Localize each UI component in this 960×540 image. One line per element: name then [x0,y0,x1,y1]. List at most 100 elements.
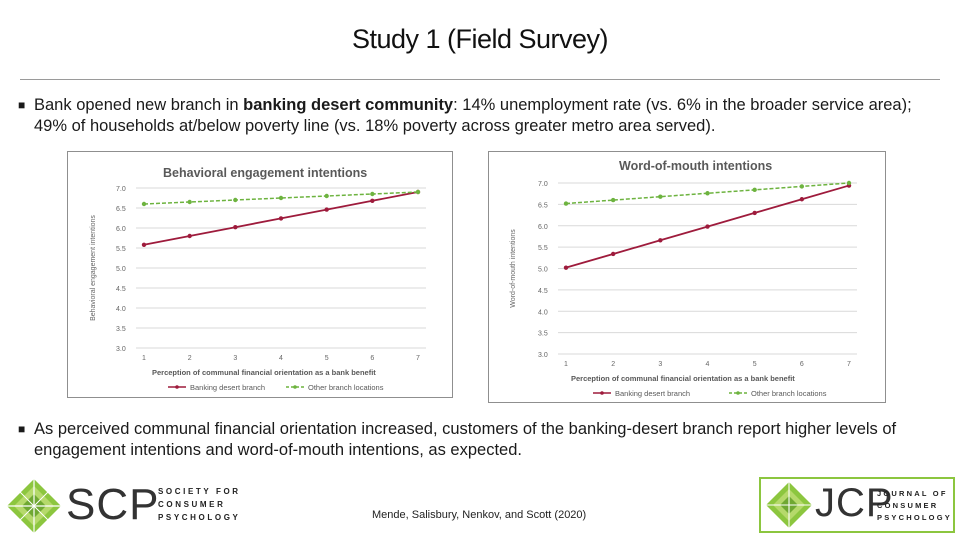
data-point-banking-desert [187,233,192,239]
data-point-banking-desert [752,210,757,216]
data-point-other-branches [370,191,375,197]
y-tick-label: 5.5 [116,246,126,253]
x-tick-label: 1 [142,355,146,362]
jcp-logo-line-2: CONSUMER [877,501,939,510]
bullet-conclusion: ■ As perceived communal financial orient… [18,419,938,461]
y-axis-label: Word-of-mouth intentions [510,229,517,308]
x-tick-label: 3 [233,355,237,362]
data-point-other-branches [705,191,710,196]
jcp-logo-line-1: JOURNAL OF [877,489,948,498]
y-tick-label: 6.5 [538,202,548,209]
y-tick-label: 7.0 [116,186,126,193]
x-tick-label: 2 [188,355,192,362]
data-point-other-branches [278,195,284,201]
x-tick-label: 1 [564,361,568,368]
jcp-logo: JCP JOURNAL OF CONSUMER PSYCHOLOGY [759,477,955,533]
y-tick-label: 3.0 [116,346,126,353]
legend-marker [175,385,179,389]
data-point-banking-desert [658,238,663,243]
y-tick-label: 3.5 [116,326,126,333]
y-tick-label: 6.0 [538,224,548,231]
y-tick-label: 3.0 [538,352,548,359]
data-point-banking-desert [233,225,238,230]
bullet-banking-desert: ■ Bank opened new branch in banking dese… [18,95,938,137]
data-point-banking-desert [705,224,710,229]
scp-logo: SCP SOCIETY FOR CONSUMER PSYCHOLOGY [6,478,246,534]
title-divider [20,79,940,80]
chart-word-of-mouth-svg: Word-of-mouth intentions 3.0 3.5 4.0 4.5 5.0 5… [510,159,857,398]
chart-word-of-mouth: Word-of-mouth intentions 3.0 3.5 4.0 4.5 5.0 5… [488,151,886,403]
bullet-text-pre: Bank opened new branch in [34,96,244,114]
data-point-banking-desert [610,251,616,257]
bullet-text-bold: banking desert community [243,96,454,114]
legend-label: Other branch locations [751,389,827,398]
x-tick-label: 7 [847,361,851,368]
chart-behavioral-engagement: Behavioral engagement intentions 3.0 3.5 4.… [67,151,453,398]
x-tick-label: 5 [753,361,757,368]
x-tick-label: 7 [416,355,420,362]
bullet-text-post: : 14% unemployment rate (vs. 6% in the b… [34,96,912,135]
chart-title: Word-of-mouth intentions [619,159,772,173]
y-tick-label: 6.5 [116,206,126,213]
jcp-logo-text: JCP [815,481,894,525]
y-tick-label: 6.0 [116,226,126,233]
legend-marker [736,391,740,395]
data-point-banking-desert [278,216,284,221]
x-tick-label: 2 [611,361,615,368]
legend-label: Banking desert branch [615,389,690,398]
data-point-other-branches [563,201,569,206]
data-point-other-branches [846,180,852,186]
x-axis-label: Perception of communal financial orienta… [152,368,376,377]
citation: Mende, Salisbury, Nenkov, and Scott (202… [372,509,587,521]
data-point-banking-desert [563,265,569,270]
y-tick-label: 4.0 [116,306,126,313]
x-tick-label: 5 [325,355,329,362]
data-point-other-branches [415,189,421,195]
legend-label: Other branch locations [308,383,384,392]
slide-title: Study 1 (Field Survey) [351,24,609,54]
y-tick-label: 5.0 [538,267,548,274]
legend-marker [293,385,297,389]
x-tick-label: 4 [279,355,283,362]
data-point-other-branches [141,201,147,207]
data-point-other-branches [610,197,616,203]
data-point-banking-desert [799,197,805,202]
data-point-other-branches [799,184,805,189]
scp-logo-line-2: CONSUMER [158,500,226,509]
data-point-other-branches [752,187,757,193]
scp-emblem-icon [7,479,61,533]
bullet-text: As perceived communal financial orientat… [34,420,897,459]
y-tick-label: 4.5 [116,286,126,293]
chart-behavioral-engagement-svg: Behavioral engagement intentions 3.0 3.5 4.… [90,166,426,392]
x-tick-label: 6 [370,355,374,362]
data-point-other-branches [658,194,663,199]
data-point-other-branches [233,197,238,203]
legend-marker [600,391,604,395]
data-point-other-branches [324,193,329,199]
x-axis-label: Perception of communal financial orienta… [571,374,795,383]
y-tick-label: 7.0 [538,181,548,188]
y-tick-label: 5.5 [538,245,548,252]
jcp-logo-line-3: PSYCHOLOGY [877,513,952,522]
data-point-banking-desert [370,198,375,203]
x-tick-label: 6 [800,361,804,368]
scp-logo-text: SCP [66,480,160,529]
legend-label: Banking desert branch [190,383,265,392]
data-point-other-branches [187,199,192,205]
x-tick-label: 4 [706,361,710,368]
bullet-marker-icon: ■ [18,98,26,112]
data-point-banking-desert [324,207,329,212]
bullet-text: Bank opened new branch in banking desert… [18,95,938,137]
bullet-marker-icon: ■ [18,422,26,436]
scp-logo-line-1: SOCIETY FOR [158,487,241,496]
data-point-banking-desert [141,242,147,247]
y-tick-label: 4.0 [538,309,548,316]
chart-title: Behavioral engagement intentions [163,166,367,180]
x-tick-label: 3 [658,361,662,368]
y-tick-label: 5.0 [116,266,126,273]
jcp-emblem-icon [766,482,812,528]
y-tick-label: 4.5 [538,288,548,295]
scp-logo-line-3: PSYCHOLOGY [158,513,241,522]
y-axis-label: Behavioral engagement intentions [90,215,97,321]
y-tick-label: 3.5 [538,331,548,338]
